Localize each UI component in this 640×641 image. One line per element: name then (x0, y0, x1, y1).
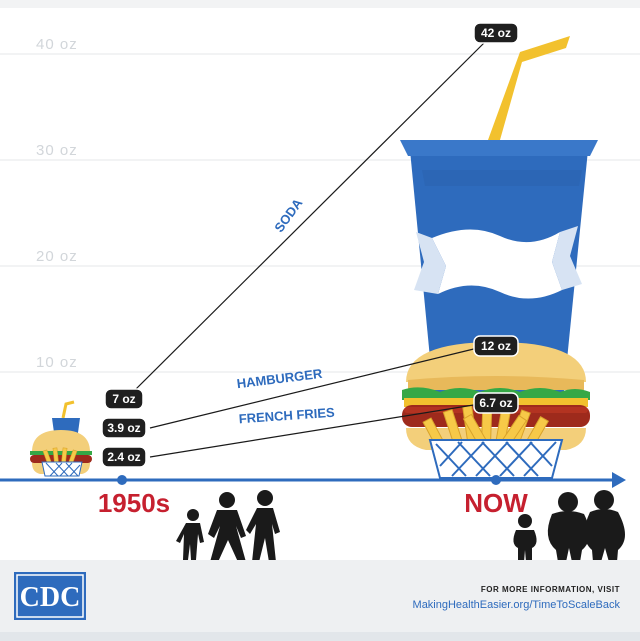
svg-text:2.4 oz: 2.4 oz (107, 450, 140, 464)
series-label: HAMBURGER (236, 366, 324, 391)
svg-text:3.9 oz: 3.9 oz (107, 421, 140, 435)
series-label: SODA (271, 195, 306, 235)
meal-1950s-icon (30, 400, 92, 477)
footer: CDC FOR MORE INFORMATION, VISIT MakingHe… (0, 560, 640, 641)
data-label-1950s: 2.4 oz (101, 446, 147, 468)
svg-text:6.7 oz: 6.7 oz (479, 396, 512, 410)
svg-text:7 oz: 7 oz (112, 392, 135, 406)
svg-text:12 oz: 12 oz (481, 339, 511, 353)
data-label-now: 42 oz (473, 22, 519, 44)
era-label-1950s: 1950s (98, 488, 170, 518)
cdc-logo-icon: CDC (14, 572, 86, 620)
data-label-now: 12 oz (473, 335, 519, 357)
footer-info-text: FOR MORE INFORMATION, VISIT (481, 585, 620, 594)
x-point-now (491, 475, 501, 485)
footer-link[interactable]: MakingHealthEasier.org/TimeToScaleBack (413, 599, 621, 611)
family-1950s-icon (176, 490, 280, 562)
data-label-now: 6.7 oz (473, 392, 519, 414)
era-label-now: NOW (464, 488, 528, 518)
y-tick-label: 40 oz (36, 36, 78, 53)
top-band (0, 0, 640, 8)
data-label-1950s: 3.9 oz (101, 417, 147, 439)
series-label: FRENCH FRIES (238, 405, 335, 427)
fries-icon (422, 403, 564, 479)
series-line-hamburger (149, 345, 487, 429)
x-axis (0, 472, 626, 488)
x-point-1950s (117, 475, 127, 485)
series-line-french-fries (149, 402, 487, 458)
data-label-1950s: 7 oz (104, 388, 144, 410)
series-line-soda (135, 40, 487, 390)
soda-cup-icon: soda (400, 36, 598, 400)
y-tick-label: 30 oz (36, 142, 78, 159)
y-tick-label: 10 oz (36, 354, 78, 371)
svg-text:CDC: CDC (20, 582, 81, 613)
family-now-icon (513, 490, 625, 562)
svg-text:42 oz: 42 oz (481, 26, 511, 40)
y-tick-label: 20 oz (36, 248, 78, 265)
